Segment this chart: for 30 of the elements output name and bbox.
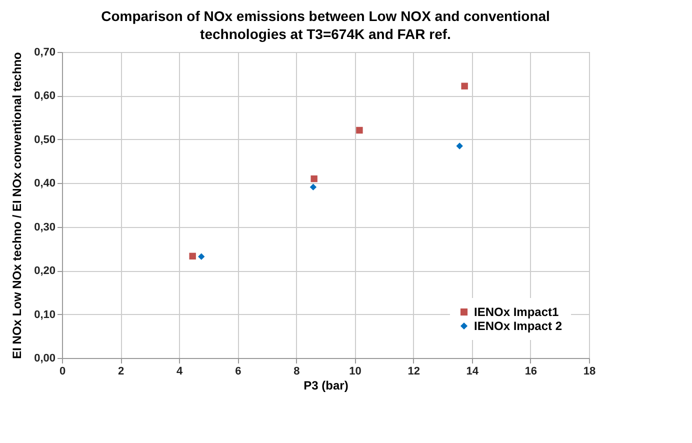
- x-tick-label: 14: [466, 366, 480, 378]
- point: [198, 253, 205, 260]
- y-tick-label: 0,70: [34, 46, 56, 58]
- legend-label: IENOx Impact 2: [474, 319, 562, 333]
- y-tick-label: 0,40: [34, 178, 56, 190]
- point: [356, 126, 363, 134]
- x-tick-label: 4: [176, 366, 184, 378]
- legend-label: IENOx Impact1: [474, 305, 560, 319]
- point: [456, 142, 463, 150]
- point: [310, 184, 317, 190]
- point: [310, 175, 318, 182]
- y-axis-title: EI NOx Low NOx techno / EI NOx conventional techno: [10, 52, 24, 359]
- point: [189, 252, 196, 260]
- x-axis-title: P3 (bar): [304, 378, 348, 392]
- x-tick-label: 0: [59, 366, 66, 378]
- point: [461, 82, 468, 90]
- x-tick-label: 12: [408, 366, 420, 378]
- x-tick-label: 18: [583, 366, 596, 378]
- y-tick-label: 0,50: [34, 134, 56, 146]
- y-tick-label: 0,30: [34, 221, 56, 234]
- x-tick-label: 16: [524, 366, 538, 378]
- chart-title: Comparison of NOx emissions between Low NOX and conventional technologies at T3=674K and FAR ref.: [101, 8, 550, 42]
- x-tick-label: 8: [294, 366, 300, 378]
- x-tick-label: 2: [118, 366, 124, 378]
- y-tick-label: 0,60: [34, 90, 56, 102]
- x-tick-label: 10: [349, 366, 362, 378]
- y-tick-label: 0,20: [34, 265, 56, 278]
- y-tick-label: 0,10: [34, 308, 56, 321]
- x-tick-label: 6: [235, 366, 242, 378]
- y-tick-label: 0,00: [34, 352, 56, 364]
